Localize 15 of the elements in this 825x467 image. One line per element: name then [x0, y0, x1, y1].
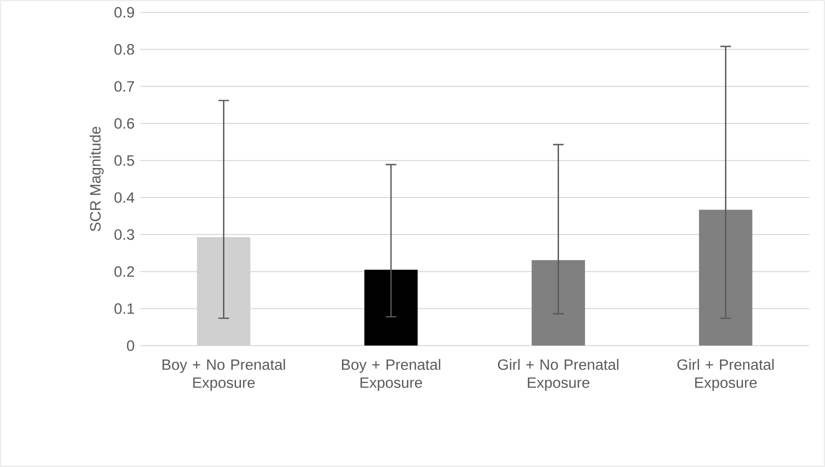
y-tick-label: 0: [126, 340, 134, 351]
x-tick-label: Girl + No Prenatal Exposure: [498, 358, 618, 391]
y-tick-label: 0.6: [114, 118, 134, 129]
x-tick-label: Girl + Prenatal Exposure: [677, 358, 774, 391]
y-tick-label: 0.3: [114, 229, 134, 240]
y-axis-title: SCR Magnitude: [90, 126, 104, 232]
y-tick-label: 0.9: [114, 7, 134, 18]
x-tick-label: Boy + Prenatal Exposure: [342, 358, 440, 391]
x-tick-label: Boy + No Prenatal Exposure: [162, 358, 285, 391]
y-tick-label: 0.4: [114, 192, 134, 203]
y-tick-label: 0.1: [114, 303, 134, 314]
y-tick-label: 0.8: [114, 44, 134, 55]
y-tick-label: 0.7: [114, 81, 134, 92]
y-tick-label: 0.2: [114, 266, 134, 277]
y-tick-label: 0.5: [114, 155, 134, 166]
